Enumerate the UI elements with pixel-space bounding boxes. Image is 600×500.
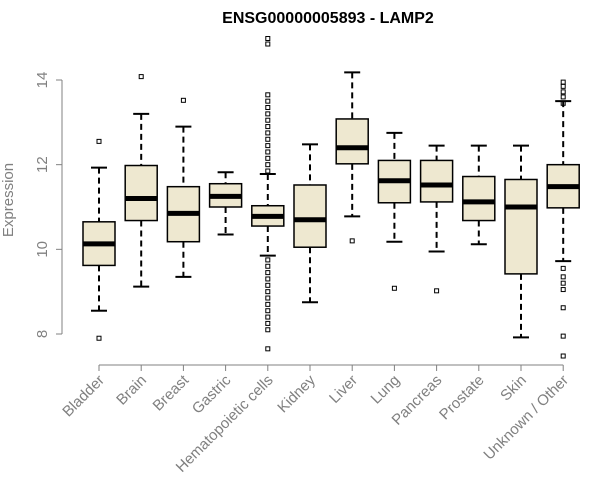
outlier-point xyxy=(265,105,271,111)
outlier-point xyxy=(138,74,144,80)
x-tick-label: Bladder xyxy=(59,372,108,421)
outlier-point xyxy=(265,301,271,307)
outlier-point xyxy=(265,117,271,123)
y-tick-label: 12 xyxy=(34,156,51,173)
outlier-point xyxy=(265,263,271,269)
box-group: Hematopoietic cells xyxy=(173,36,285,476)
outlier-point xyxy=(560,94,566,100)
box-iqr xyxy=(462,175,496,222)
outlier-point xyxy=(265,314,271,320)
x-tick-label: Brain xyxy=(113,372,150,409)
outlier-point xyxy=(265,136,271,142)
outlier-point xyxy=(560,79,566,85)
outlier-point xyxy=(265,295,271,301)
outlier-point xyxy=(265,308,271,314)
outlier-point xyxy=(265,320,271,326)
outlier-point xyxy=(265,149,271,155)
x-tick-label: Breast xyxy=(150,371,193,414)
x-tick-label: Prostate xyxy=(436,372,488,424)
outlier-point xyxy=(265,289,271,295)
box-iqr xyxy=(504,178,538,275)
outlier-point xyxy=(265,270,271,276)
outlier-point xyxy=(265,346,271,352)
y-tick-label: 14 xyxy=(34,72,51,89)
outlier-point xyxy=(96,138,102,144)
outlier-point xyxy=(265,124,271,130)
x-tick-label: Liver xyxy=(326,372,361,407)
outlier-point xyxy=(265,168,271,174)
chart-title: ENSG00000005893 - LAMP2 xyxy=(222,10,434,27)
box-iqr xyxy=(419,159,454,203)
outlier-point xyxy=(560,333,566,339)
box-group: Bladder xyxy=(59,138,116,421)
outlier-point xyxy=(180,97,186,103)
y-tick-label: 8 xyxy=(34,330,51,338)
box-group: Kidney xyxy=(274,143,327,416)
box-iqr xyxy=(293,184,327,248)
outlier-point xyxy=(265,327,271,333)
outlier-point xyxy=(265,162,271,168)
outlier-point xyxy=(560,89,566,95)
outlier-point xyxy=(265,257,271,263)
outlier-point xyxy=(96,335,102,341)
box-group: Lung xyxy=(368,131,412,408)
outlier-point xyxy=(560,280,566,286)
outlier-point xyxy=(265,41,271,47)
outlier-point xyxy=(560,287,566,293)
x-tick-label: Kidney xyxy=(274,371,319,416)
outlier-point xyxy=(265,111,271,117)
box-iqr xyxy=(335,118,369,165)
outlier-point xyxy=(560,305,566,311)
outlier-point xyxy=(391,285,397,291)
outlier-point xyxy=(560,83,566,89)
outlier-point xyxy=(560,265,566,271)
y-tick-label: 10 xyxy=(34,241,51,258)
outlier-point xyxy=(265,98,271,104)
y-axis-label: Expression xyxy=(0,163,17,237)
outlier-point xyxy=(560,100,566,106)
outlier-point xyxy=(265,130,271,136)
outlier-point xyxy=(265,276,271,282)
box-group: Brain xyxy=(113,74,158,409)
x-tick-label: Skin xyxy=(497,372,530,405)
box-group: Skin xyxy=(497,144,538,405)
x-tick-label: Lung xyxy=(368,372,404,408)
box-iqr xyxy=(124,164,158,222)
outlier-point xyxy=(265,36,271,42)
outlier-point xyxy=(265,92,271,98)
outlier-point xyxy=(560,353,566,359)
outlier-point xyxy=(560,274,566,280)
outlier-point xyxy=(265,143,271,149)
box-group: Breast xyxy=(150,97,201,414)
outlier-point xyxy=(349,238,355,244)
outlier-point xyxy=(434,288,440,294)
outlier-point xyxy=(265,282,271,288)
outlier-point xyxy=(265,155,271,161)
box-group: Liver xyxy=(326,71,369,407)
